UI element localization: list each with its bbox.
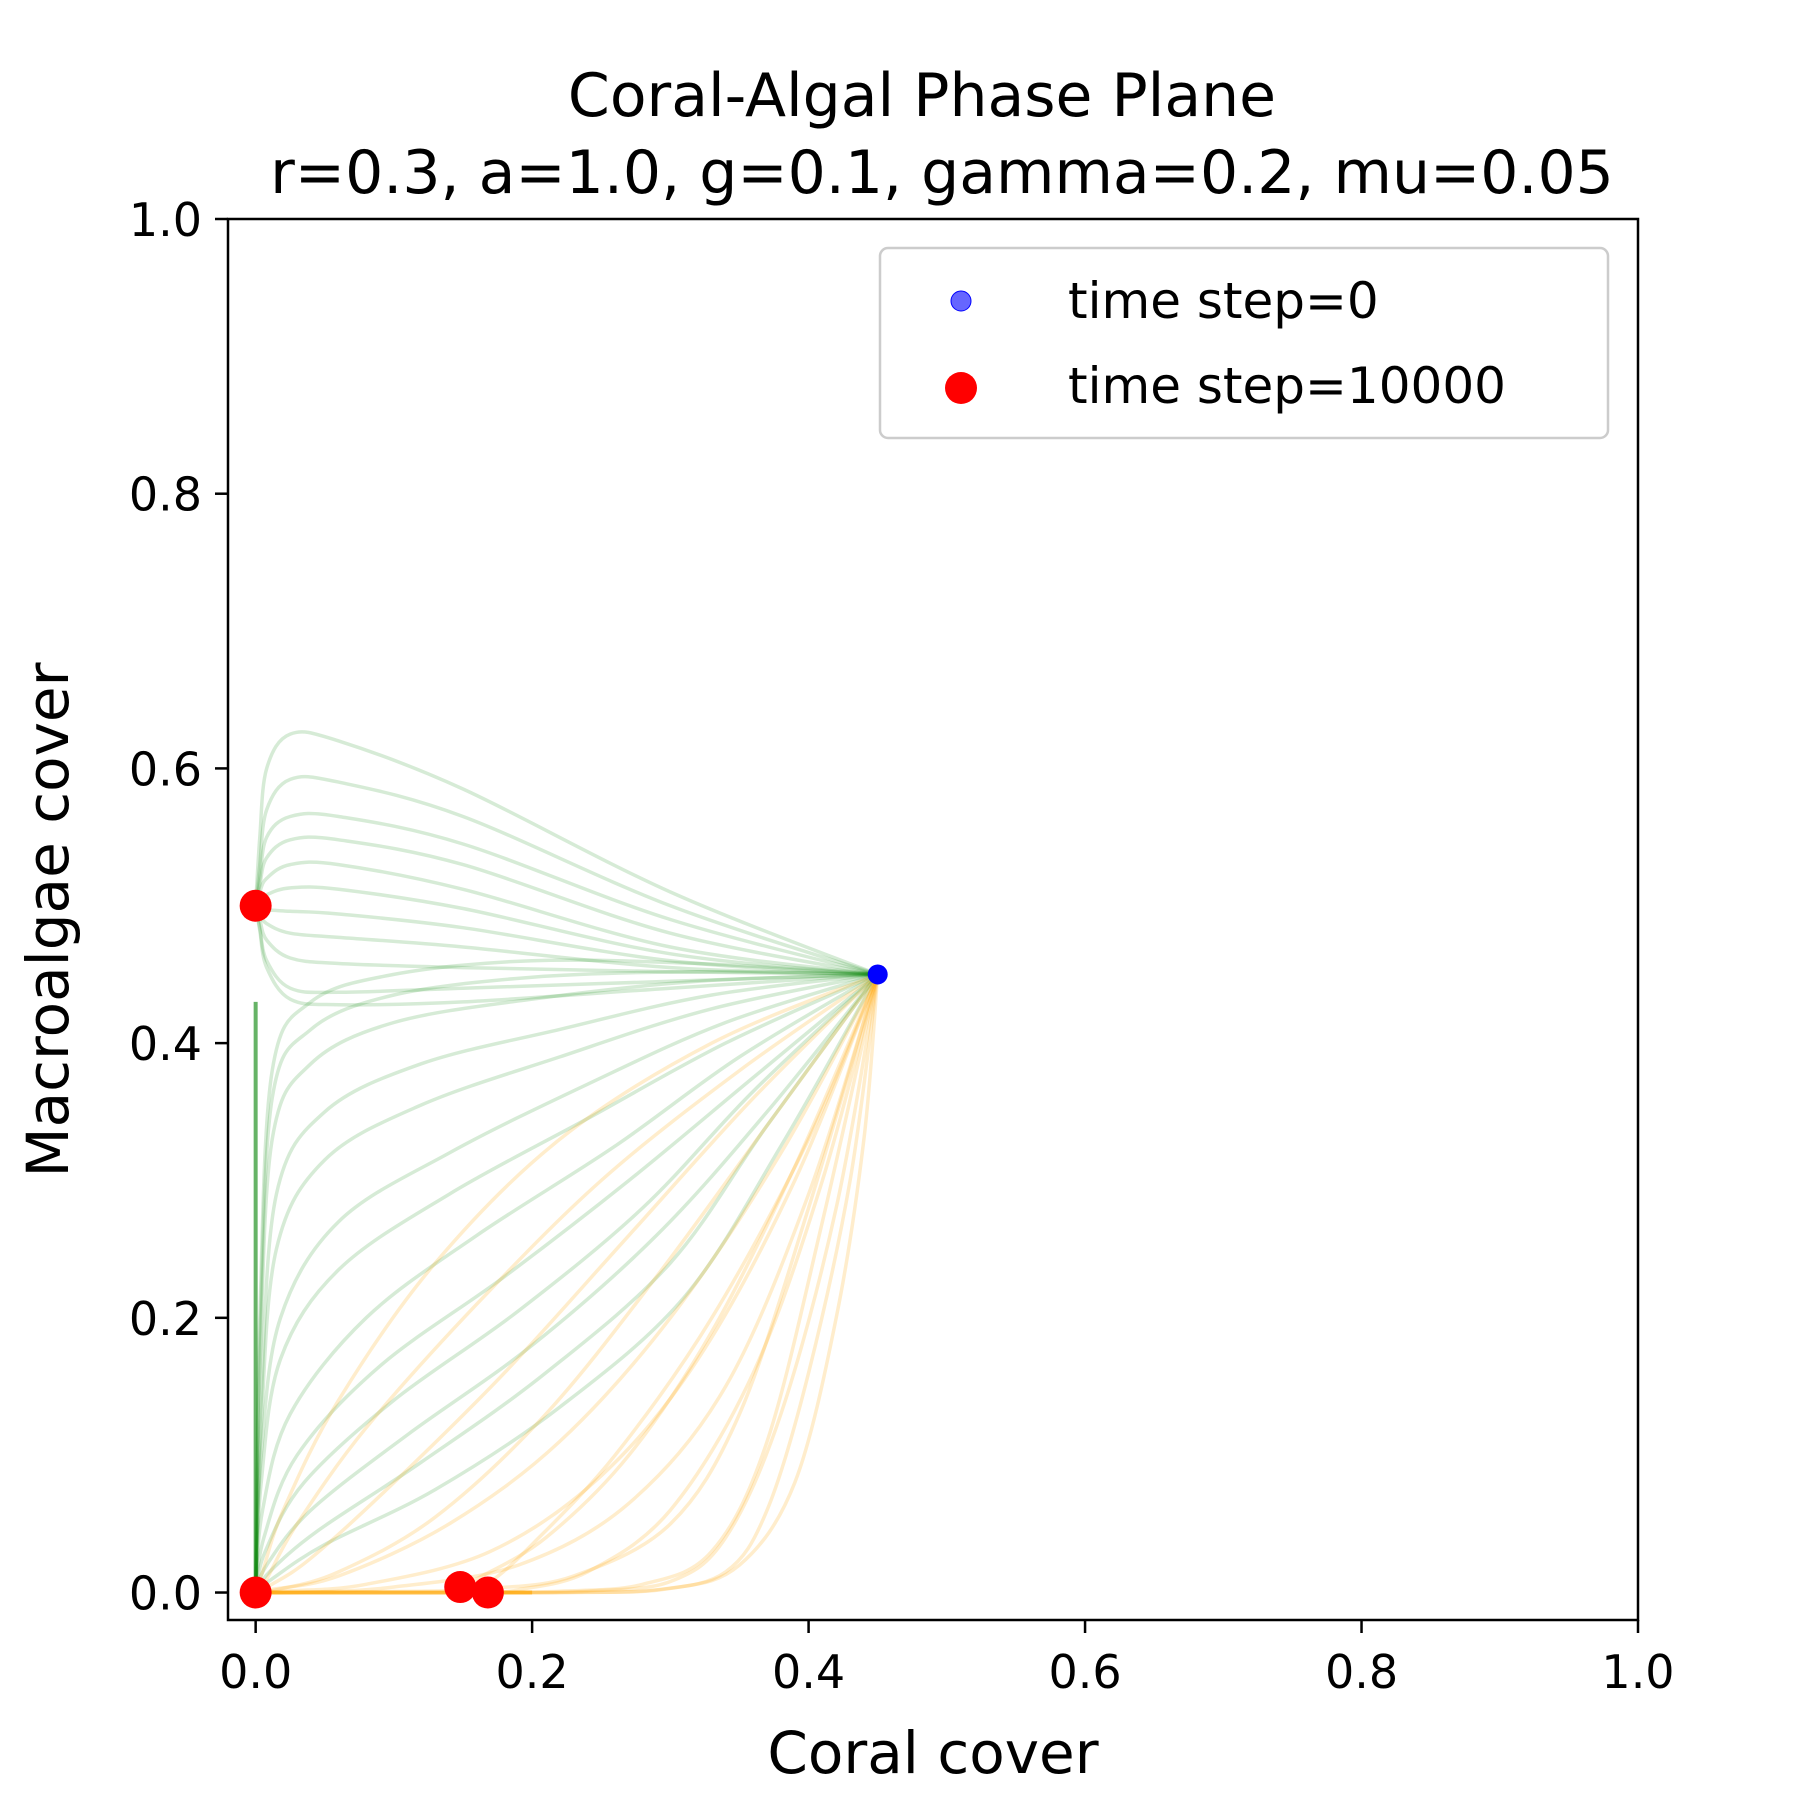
x-tick-label: 0.0	[219, 1645, 292, 1699]
end-point-marker	[239, 1576, 272, 1609]
trajectory-line-green-12	[253, 969, 880, 1595]
trajectory-line-orange-25	[253, 972, 880, 1595]
trajectory-line-orange-37	[253, 972, 880, 1595]
trajectory-line-orange-35	[253, 972, 880, 1595]
y-tick-label: 0.2	[129, 1292, 202, 1346]
chart-subtitle: r=0.3, a=1.0, g=0.1, gamma=0.2, mu=0.05	[270, 138, 1614, 208]
trajectory-lines	[253, 730, 880, 1595]
end-point-marker	[444, 1571, 477, 1604]
legend-label-start: time step=0	[1068, 272, 1379, 330]
y-tick-label: 0.4	[129, 1017, 202, 1071]
trajectory-line-green-23	[253, 972, 880, 1595]
trajectory-line-green-11	[253, 958, 880, 1595]
start-point-marker	[867, 964, 888, 985]
trajectory-line-green-0	[253, 730, 880, 977]
trajectory-line-green-8	[253, 904, 880, 977]
trajectory-line-green-16	[253, 972, 880, 1595]
chart-title: Coral-Algal Phase Plane	[568, 61, 1276, 131]
x-tick-label: 0.8	[1325, 1645, 1398, 1699]
trajectory-line-green-22	[253, 972, 880, 1595]
y-axis-ticks: 0.0 0.2 0.4 0.6 0.8 1.0	[129, 193, 228, 1621]
trajectory-line-orange-32	[486, 972, 880, 1595]
y-tick-label: 0.8	[129, 468, 202, 522]
trajectory-line-orange-33	[253, 972, 880, 1595]
plot-frame	[226, 217, 1640, 1622]
trajectory-line-green-20	[253, 972, 880, 1595]
end-point-marker	[239, 889, 272, 922]
trajectory-line-green-2	[253, 811, 880, 977]
trajectory-line-green-13	[253, 972, 880, 1595]
trajectory-line-orange-36	[253, 972, 880, 1595]
trajectory-line-green-17	[253, 972, 880, 1595]
trajectory-line-green-18	[253, 972, 880, 1595]
y-tick-label: 0.6	[129, 742, 202, 796]
legend-label-end: time step=10000	[1068, 357, 1506, 415]
y-tick-label: 1.0	[129, 193, 202, 247]
x-tick-label: 0.2	[496, 1645, 569, 1699]
y-tick-label: 0.0	[129, 1567, 202, 1621]
state-markers	[239, 889, 888, 1609]
y-axis-label: Macroalgae cover	[14, 662, 82, 1177]
trajectory-line-green-1	[253, 774, 880, 977]
x-tick-label: 0.6	[1048, 1645, 1121, 1699]
x-tick-label: 1.0	[1601, 1645, 1674, 1699]
x-axis-ticks: 0.0 0.2 0.4 0.6 0.8 1.0	[219, 1620, 1675, 1699]
trajectory-line-orange-24	[253, 972, 880, 1595]
trajectory-line-green-4	[253, 860, 880, 977]
trajectory-line-green-21	[253, 972, 880, 1595]
end-point-marker	[471, 1576, 504, 1609]
trajectory-line-green-9	[253, 904, 880, 995]
x-tick-label: 0.4	[772, 1645, 845, 1699]
trajectory-line-green-3	[253, 835, 880, 977]
legend: time step=0 time step=10000	[878, 246, 1610, 440]
legend-end-marker	[945, 372, 977, 404]
legend-start-marker	[950, 290, 972, 312]
trajectory-line-orange-34	[253, 972, 880, 1595]
trajectory-line-green-10	[253, 904, 880, 1007]
trajectory-line-green-15	[253, 972, 880, 1595]
trajectory-line-green-14	[253, 972, 880, 1595]
trajectory-line-green-19	[253, 972, 880, 1595]
legend-box	[878, 246, 1610, 440]
x-axis-label: Coral cover	[767, 1719, 1098, 1787]
trajectory-line-orange-31	[486, 972, 880, 1595]
